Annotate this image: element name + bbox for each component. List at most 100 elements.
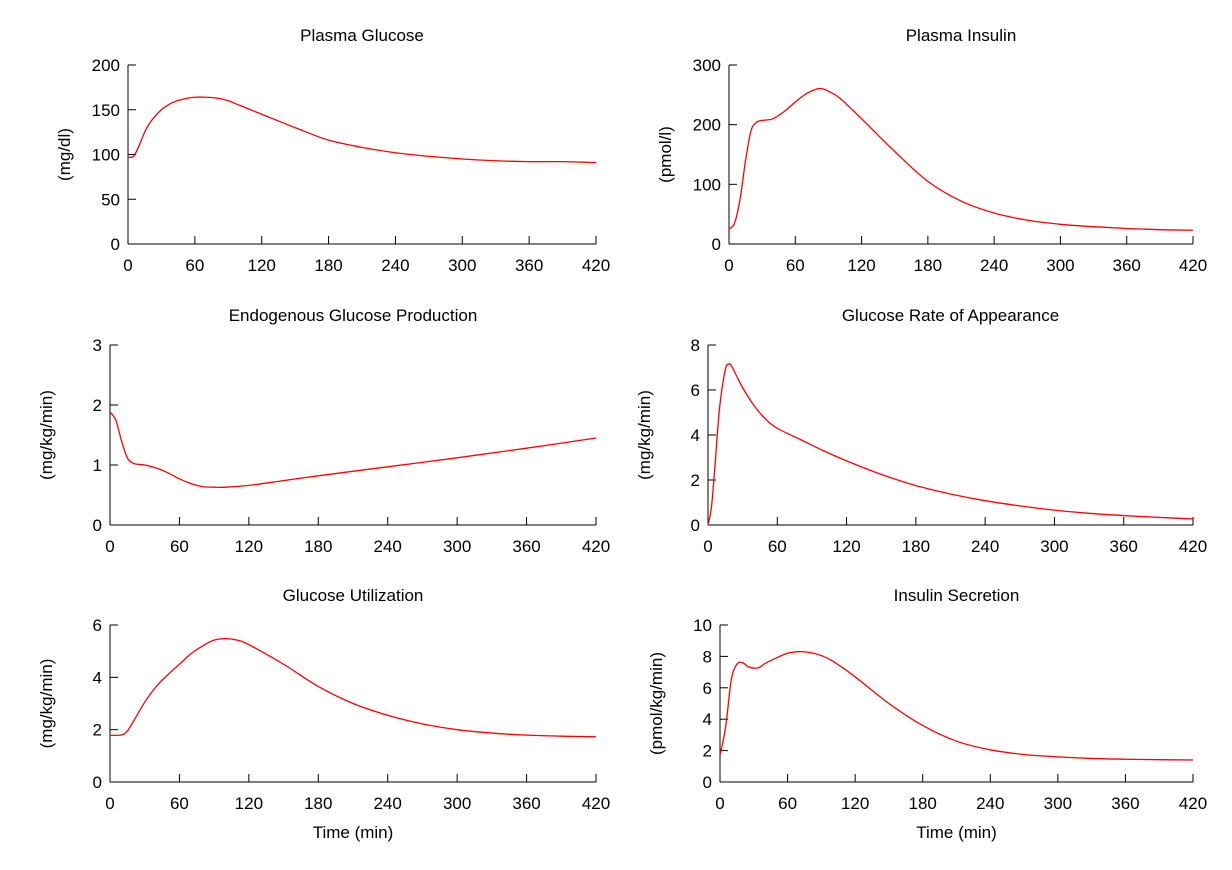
y-tick-label: 0 <box>691 516 700 535</box>
x-tick-label: 120 <box>832 537 860 556</box>
x-tick-label: 420 <box>1179 794 1207 813</box>
y-tick-label: 4 <box>703 710 712 729</box>
chart-panel-5: Insulin Secretion 0 2 4 6 8 10 0 60 120 180 240 300 3… <box>647 586 1207 842</box>
y-tick-label: 6 <box>703 679 712 698</box>
y-axis-label: (pmol/l) <box>656 126 675 183</box>
y-axis-label: (mg/kg/min) <box>37 659 56 749</box>
x-tick-label: 60 <box>786 256 805 275</box>
y-tick-label: 150 <box>92 101 120 120</box>
x-tick-label: 120 <box>841 794 869 813</box>
x-tick-label: 60 <box>778 794 797 813</box>
x-axis-label: Time (min) <box>313 823 394 842</box>
x-tick-label: 60 <box>170 794 189 813</box>
x-tick-label: 120 <box>248 256 276 275</box>
x-tick-label: 240 <box>374 794 402 813</box>
y-tick-label: 0 <box>93 773 102 792</box>
chart-panel-3: Glucose Rate of Appearance 0 2 4 6 8 0 60 120 180… <box>635 306 1207 556</box>
x-tick-label: 420 <box>582 256 610 275</box>
x-tick-label: 300 <box>1040 537 1068 556</box>
x-axis-label: Time (min) <box>916 823 997 842</box>
y-tick-label: 8 <box>691 336 700 355</box>
x-tick-label: 420 <box>1179 537 1207 556</box>
chart-title: Plasma Insulin <box>906 26 1017 45</box>
x-tick-label: 180 <box>902 537 930 556</box>
x-tick-label: 360 <box>1110 537 1138 556</box>
x-tick-label: 120 <box>235 537 263 556</box>
x-tick-label: 360 <box>1113 256 1141 275</box>
x-tick-label: 180 <box>304 537 332 556</box>
y-tick-label: 200 <box>92 56 120 75</box>
chart-panel-2: Endogenous Glucose Production 0 1 2 3 0 60 120 1… <box>37 306 610 556</box>
x-tick-label: 420 <box>1179 256 1207 275</box>
y-tick-label: 4 <box>691 426 700 445</box>
x-tick-label: 0 <box>105 537 114 556</box>
x-tick-label: 180 <box>304 794 332 813</box>
x-tick-label: 240 <box>374 537 402 556</box>
series-line <box>707 362 1194 526</box>
x-tick-label: 420 <box>582 794 610 813</box>
chart-title: Endogenous Glucose Production <box>229 306 478 325</box>
x-tick-label: 240 <box>976 794 1004 813</box>
y-tick-label: 50 <box>101 190 120 209</box>
y-tick-label: 6 <box>691 381 700 400</box>
x-tick-label: 60 <box>768 537 787 556</box>
series-line <box>719 651 1194 761</box>
y-tick-label: 100 <box>92 146 120 165</box>
chart-title: Insulin Secretion <box>894 586 1020 605</box>
chart-title: Plasma Glucose <box>300 26 424 45</box>
y-tick-label: 200 <box>693 116 721 135</box>
y-axis-label: (pmol/kg/min) <box>647 652 666 755</box>
series-line <box>109 411 597 489</box>
x-tick-label: 360 <box>512 537 540 556</box>
y-tick-label: 2 <box>691 471 700 490</box>
y-tick-label: 2 <box>703 742 712 761</box>
series-line <box>109 637 597 738</box>
x-tick-label: 180 <box>314 256 342 275</box>
series-line <box>127 96 597 164</box>
chart-title: Glucose Rate of Appearance <box>842 306 1059 325</box>
y-tick-label: 2 <box>93 396 102 415</box>
x-tick-label: 0 <box>715 794 724 813</box>
y-tick-label: 0 <box>712 235 721 254</box>
x-tick-label: 360 <box>515 256 543 275</box>
x-tick-label: 300 <box>1044 794 1072 813</box>
y-tick-label: 300 <box>693 56 721 75</box>
y-axis-label: (mg/kg/min) <box>635 390 654 480</box>
x-tick-label: 300 <box>443 537 471 556</box>
x-tick-label: 240 <box>381 256 409 275</box>
y-tick-label: 100 <box>693 175 721 194</box>
x-tick-label: 300 <box>443 794 471 813</box>
x-tick-label: 0 <box>105 794 114 813</box>
series-line <box>728 87 1194 231</box>
chart-panel-0: Plasma Glucose 0 50 100 150 200 0 60 120 180 240 30… <box>55 26 610 275</box>
x-tick-label: 360 <box>1111 794 1139 813</box>
x-tick-label: 60 <box>185 256 204 275</box>
x-tick-label: 0 <box>724 256 733 275</box>
y-tick-label: 0 <box>111 235 120 254</box>
x-tick-label: 180 <box>914 256 942 275</box>
chart-title: Glucose Utilization <box>283 586 424 605</box>
y-tick-label: 0 <box>703 773 712 792</box>
y-tick-label: 2 <box>93 721 102 740</box>
x-tick-label: 420 <box>582 537 610 556</box>
x-tick-label: 120 <box>235 794 263 813</box>
y-tick-label: 0 <box>93 516 102 535</box>
x-tick-label: 300 <box>448 256 476 275</box>
y-axis-label: (mg/dl) <box>55 128 74 181</box>
y-axis-label: (mg/kg/min) <box>37 390 56 480</box>
y-tick-label: 3 <box>93 336 102 355</box>
x-tick-label: 300 <box>1046 256 1074 275</box>
x-tick-label: 180 <box>909 794 937 813</box>
x-tick-label: 240 <box>980 256 1008 275</box>
x-tick-label: 240 <box>971 537 999 556</box>
x-tick-label: 60 <box>170 537 189 556</box>
y-tick-label: 4 <box>93 668 102 687</box>
x-tick-label: 120 <box>847 256 875 275</box>
y-tick-label: 1 <box>93 456 102 475</box>
y-tick-label: 10 <box>693 616 712 635</box>
x-tick-label: 0 <box>703 537 712 556</box>
x-tick-label: 360 <box>512 794 540 813</box>
chart-panel-1: Plasma Insulin 0 100 200 300 0 60 120 180 240 300 3… <box>656 26 1207 275</box>
